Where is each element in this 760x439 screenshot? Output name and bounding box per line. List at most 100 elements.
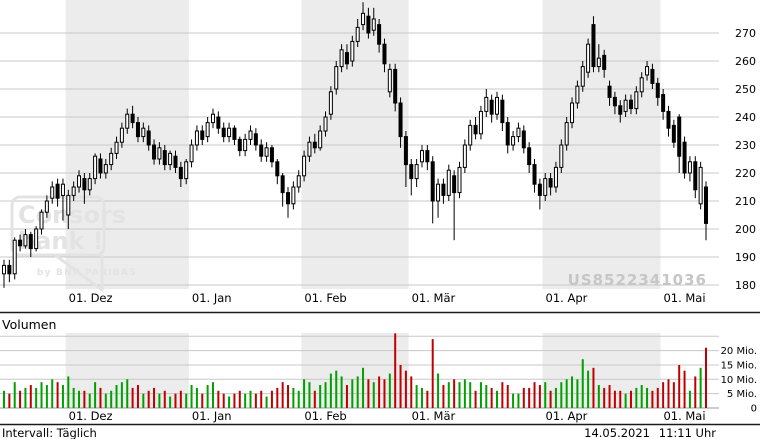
volume-bar xyxy=(463,379,466,408)
candle-body xyxy=(2,264,6,275)
candle-body xyxy=(119,127,124,143)
volume-bar xyxy=(640,385,643,408)
candle-body xyxy=(452,175,457,194)
month-label: 01. Mai xyxy=(663,291,705,305)
candle-body xyxy=(50,186,55,199)
candle-body xyxy=(98,158,103,174)
candle-body xyxy=(553,166,558,188)
volume-bar xyxy=(415,385,418,408)
candle-body xyxy=(478,110,483,135)
candle-body xyxy=(628,99,633,110)
candle-body xyxy=(82,178,87,191)
candle-body xyxy=(425,150,430,163)
volume-bar xyxy=(72,387,75,408)
volume-bar xyxy=(94,382,97,408)
volume-bar xyxy=(238,390,241,408)
candle-body xyxy=(532,164,537,185)
volume-bar xyxy=(587,370,590,408)
candle-body xyxy=(516,127,521,138)
volume-bar xyxy=(688,390,691,408)
volume-bar xyxy=(303,379,306,408)
month-label: 01. Jan xyxy=(192,291,232,305)
volume-bar xyxy=(469,382,472,408)
candle-body xyxy=(93,155,98,180)
candle-body xyxy=(307,141,312,157)
volume-bar xyxy=(324,382,327,408)
volume-bar xyxy=(329,373,332,408)
volume-bar xyxy=(292,387,295,408)
candle-body xyxy=(243,138,248,152)
volume-bar xyxy=(544,382,547,408)
candle-body xyxy=(77,175,82,188)
candle-body xyxy=(168,152,173,166)
volume-tick-label: 0 xyxy=(751,404,757,415)
candle-body xyxy=(141,127,146,138)
candle-body xyxy=(393,68,398,104)
volume-bar xyxy=(581,359,584,408)
volume-bar xyxy=(83,390,86,408)
month-label: 01. Mär xyxy=(412,291,456,305)
volume-bar xyxy=(646,387,649,408)
volume-bar xyxy=(308,382,311,408)
volume-bar xyxy=(538,385,541,408)
candle-body xyxy=(500,99,505,124)
candle-body xyxy=(382,43,387,65)
month-label: 01. Feb xyxy=(304,291,346,305)
volume-bar xyxy=(13,382,16,408)
candle-body xyxy=(704,186,708,224)
candle-body xyxy=(521,130,526,149)
candle-body xyxy=(135,122,140,138)
candle-body xyxy=(162,150,167,166)
volume-bar xyxy=(437,373,440,408)
volume-bar xyxy=(549,390,552,408)
price-tick-label: 270 xyxy=(735,27,756,40)
candle-body xyxy=(227,127,232,138)
volume-bar xyxy=(99,387,102,408)
candle-body xyxy=(355,26,360,42)
volume-bar xyxy=(345,385,348,408)
volume-bar xyxy=(485,385,488,408)
volume-bar xyxy=(260,390,263,408)
volume-bar xyxy=(662,382,665,408)
candle-body xyxy=(312,141,317,149)
price-tick-label: 230 xyxy=(735,139,756,152)
volume-bar xyxy=(211,382,214,408)
month-label: 01. Jan xyxy=(192,409,232,423)
candle-body xyxy=(296,175,301,188)
candle-body xyxy=(543,178,548,196)
volume-bar xyxy=(120,382,123,408)
candle-body xyxy=(44,200,49,213)
candle-body xyxy=(152,144,157,160)
candle-body xyxy=(671,124,676,143)
volume-bar xyxy=(517,393,520,408)
candle-body xyxy=(318,130,323,149)
price-tick-label: 220 xyxy=(735,167,756,180)
candle-body xyxy=(205,122,210,138)
candle-body xyxy=(253,133,258,146)
candle-body xyxy=(537,183,542,196)
candle-body xyxy=(344,52,349,65)
volume-bar xyxy=(683,370,686,408)
candle-body xyxy=(639,77,644,93)
volume-bar xyxy=(297,390,300,408)
volume-bar xyxy=(351,379,354,408)
volume-bar xyxy=(624,393,627,408)
volume-bar xyxy=(431,339,434,408)
volume-bar xyxy=(474,390,477,408)
volume-bar xyxy=(222,393,225,408)
volume-bar xyxy=(501,382,504,408)
volume-bar xyxy=(490,387,493,408)
volume-bar xyxy=(554,387,557,408)
volume-bar xyxy=(153,387,156,408)
candle-body xyxy=(221,127,226,138)
volume-bar xyxy=(394,333,397,408)
volume-bar xyxy=(608,385,611,408)
candle-body xyxy=(189,144,194,163)
candle-body xyxy=(302,155,307,177)
month-label: 01. Apr xyxy=(546,291,588,305)
volume-bar xyxy=(190,385,193,408)
candle-body xyxy=(398,102,403,138)
volume-bar xyxy=(104,393,107,408)
candle-body xyxy=(436,183,441,202)
candle-body xyxy=(264,147,269,157)
